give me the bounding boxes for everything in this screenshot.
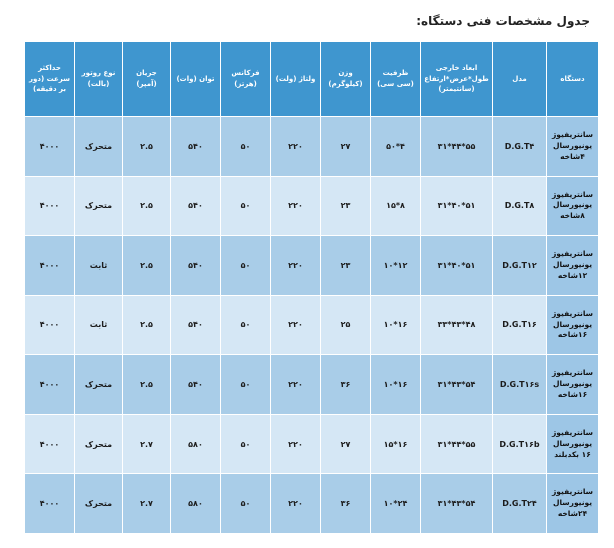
table-row: سانتریفیوژ یونیورسال ۱۲شاخه D.G.T۱۲ ۵۱*۴۰*… bbox=[24, 235, 599, 296]
table-cell: D.G.T۱۶b bbox=[492, 413, 547, 475]
table-cell: ۳۶ bbox=[320, 354, 371, 415]
table-cell: ۲۳ bbox=[320, 175, 371, 237]
column-header: ابعاد خارجی طول*عرض*ارتفاع (سانتیمتر) bbox=[420, 41, 493, 117]
table-row: سانتریفیوژ یونیورسال ۲۴شاخه D.G.T۲۴ ۵۴*۴۳*… bbox=[24, 473, 599, 534]
table-cell: ۵۰ bbox=[220, 175, 271, 237]
table-cell: ۵۰ bbox=[220, 354, 271, 415]
table-cell: متحرک bbox=[74, 116, 123, 177]
table-cell: ثابت bbox=[74, 294, 123, 356]
column-header: ولتاژ (ولت) bbox=[270, 41, 321, 117]
table-cell: ۴۰۰۰ bbox=[24, 235, 75, 296]
specs-table: دستگاه مدل ابعاد خارجی طول*عرض*ارتفاع (سان… bbox=[24, 41, 599, 534]
table-cell: ۲۲۰ bbox=[270, 413, 321, 475]
table-cell: ۵۸۰ bbox=[170, 473, 221, 534]
column-header: فرکانس (هرتز) bbox=[220, 41, 271, 117]
table-row: سانتریفیوژ یونیورسال ۸شاخه D.G.T۸ ۵۱*۴۰*۳۱… bbox=[24, 175, 599, 237]
table-cell: ۳۶ bbox=[320, 473, 371, 534]
table-cell: ۲۷ bbox=[320, 413, 371, 475]
table-cell: ۵۴۰ bbox=[170, 116, 221, 177]
table-header-row: دستگاه مدل ابعاد خارجی طول*عرض*ارتفاع (سان… bbox=[24, 41, 599, 117]
table-cell: ۲۲۰ bbox=[270, 294, 321, 356]
table-cell: ۵۴۰ bbox=[170, 354, 221, 415]
table-cell: ۵۴۰ bbox=[170, 294, 221, 356]
table-cell: ۸*۱۵ bbox=[370, 175, 421, 237]
table-cell: ۵۰ bbox=[220, 116, 271, 177]
table-cell: D.G.T۲۴ bbox=[492, 473, 547, 534]
table-cell: ۴۰۰۰ bbox=[24, 175, 75, 237]
table-cell: ۴۰۰۰ bbox=[24, 116, 75, 177]
column-header: ظرفیت (سی سی) bbox=[370, 41, 421, 117]
table-cell: ۴۰۰۰ bbox=[24, 354, 75, 415]
table-cell: ۱۶*۱۵ bbox=[370, 413, 421, 475]
column-header: نوع روتور (بالت) bbox=[74, 41, 123, 117]
table-cell: ۲.۵ bbox=[122, 354, 171, 415]
table-cell: ۴۸*۴۳*۳۳ bbox=[420, 294, 493, 356]
table-cell: ۲۲۰ bbox=[270, 354, 321, 415]
table-cell: ۱۲*۱۰ bbox=[370, 235, 421, 296]
table-cell: ۲۲۰ bbox=[270, 116, 321, 177]
table-cell: ۵۰ bbox=[220, 294, 271, 356]
device-name-cell: سانتریفیوژ یونیورسال ۴شاخه bbox=[546, 116, 599, 177]
table-cell: ۵۴*۴۳*۳۱ bbox=[420, 473, 493, 534]
table-cell: ۲۳ bbox=[320, 235, 371, 296]
table-row: سانتریفیوژ یونیورسال ۴شاخه D.G.T۴ ۵۵*۴۴*۳۱… bbox=[24, 116, 599, 177]
table-cell: D.G.T۱۶s bbox=[492, 354, 547, 415]
table-cell: ۲۷ bbox=[320, 116, 371, 177]
table-cell: D.G.T۸ bbox=[492, 175, 547, 237]
device-name-cell: سانتریفیوژ یونیورسال ۱۶شاخه bbox=[546, 354, 599, 415]
table-cell: ۴۰۰۰ bbox=[24, 294, 75, 356]
table-cell: ۲۴*۱۰ bbox=[370, 473, 421, 534]
table-row: سانتریفیوژ یونیورسال ۱۶شاخه D.G.T۱۶ ۴۸*۴۳*… bbox=[24, 294, 599, 356]
table-cell: ۲۲۰ bbox=[270, 175, 321, 237]
column-header: حداکثر سرعت (دور بر دقیقه) bbox=[24, 41, 75, 117]
table-cell: متحرک bbox=[74, 473, 123, 534]
table-cell: ۵۱*۴۰*۳۱ bbox=[420, 175, 493, 237]
table-cell: ثابت bbox=[74, 235, 123, 296]
table-cell: ۲.۵ bbox=[122, 116, 171, 177]
table-cell: ۱۶*۱۰ bbox=[370, 294, 421, 356]
table-row: سانتریفیوژ یونیورسال ۱۶ بکدبلند D.G.T۱۶b ۵… bbox=[24, 413, 599, 475]
table-cell: ۵۰ bbox=[220, 413, 271, 475]
table-cell: ۵۰ bbox=[220, 473, 271, 534]
device-name-cell: سانتریفیوژ یونیورسال ۱۲شاخه bbox=[546, 235, 599, 296]
column-header: دستگاه bbox=[546, 41, 599, 117]
table-cell: ۵۴۰ bbox=[170, 235, 221, 296]
table-cell: ۲۲۰ bbox=[270, 473, 321, 534]
table-cell: ۲.۵ bbox=[122, 294, 171, 356]
table-cell: ۵۵*۴۴*۳۱ bbox=[420, 413, 493, 475]
table-cell: ۲.۵ bbox=[122, 235, 171, 296]
table-cell: ۴*۵۰ bbox=[370, 116, 421, 177]
table-cell: ۲.۷ bbox=[122, 413, 171, 475]
section-title: جدول مشخصات فنی دستگاه: bbox=[416, 14, 590, 28]
column-header: جریان (آمپر) bbox=[122, 41, 171, 117]
table-cell: ۵۱*۴۰*۳۱ bbox=[420, 235, 493, 296]
table-cell: متحرک bbox=[74, 413, 123, 475]
table-cell: متحرک bbox=[74, 354, 123, 415]
column-header: مدل bbox=[492, 41, 547, 117]
table-body: سانتریفیوژ یونیورسال ۴شاخه D.G.T۴ ۵۵*۴۴*۳۱… bbox=[24, 116, 599, 534]
table-cell: ۲.۵ bbox=[122, 175, 171, 237]
device-name-cell: سانتریفیوژ یونیورسال ۸شاخه bbox=[546, 175, 599, 237]
device-name-cell: سانتریفیوژ یونیورسال ۱۶شاخه bbox=[546, 294, 599, 356]
table-cell: ۲.۷ bbox=[122, 473, 171, 534]
column-header: وزن (کیلوگرم) bbox=[320, 41, 371, 117]
table-cell: D.G.T۱۲ bbox=[492, 235, 547, 296]
table-cell: ۵۸۰ bbox=[170, 413, 221, 475]
table-cell: ۵۰ bbox=[220, 235, 271, 296]
column-header: توان (وات) bbox=[170, 41, 221, 117]
table-cell: D.G.T۴ bbox=[492, 116, 547, 177]
table-cell: D.G.T۱۶ bbox=[492, 294, 547, 356]
device-name-cell: سانتریفیوژ یونیورسال ۱۶ بکدبلند bbox=[546, 413, 599, 475]
table-cell: ۲۲۰ bbox=[270, 235, 321, 296]
table-cell: ۵۴*۴۳*۳۱ bbox=[420, 354, 493, 415]
device-name-cell: سانتریفیوژ یونیورسال ۲۴شاخه bbox=[546, 473, 599, 534]
table-cell: متحرک bbox=[74, 175, 123, 237]
table-cell: ۵۴۰ bbox=[170, 175, 221, 237]
table-cell: ۵۵*۴۴*۳۱ bbox=[420, 116, 493, 177]
table-cell: ۱۶*۱۰ bbox=[370, 354, 421, 415]
table-row: سانتریفیوژ یونیورسال ۱۶شاخه D.G.T۱۶s ۵۴*۴۳… bbox=[24, 354, 599, 415]
table-cell: ۴۰۰۰ bbox=[24, 473, 75, 534]
table-cell: ۲۵ bbox=[320, 294, 371, 356]
table-cell: ۴۰۰۰ bbox=[24, 413, 75, 475]
